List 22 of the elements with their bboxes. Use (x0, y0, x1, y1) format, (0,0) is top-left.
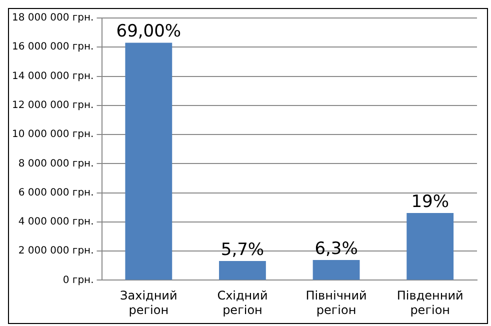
y-tick-label: 8 000 000 грн. (18, 158, 94, 170)
annotation: 5,7% (220, 240, 264, 260)
bar (312, 260, 360, 280)
y-tick-label: 0 грн. (62, 274, 94, 286)
bar (406, 213, 454, 280)
bar (219, 260, 266, 280)
x-tick-label: Східний регіон (217, 288, 268, 317)
y-tick-label: 2 000 000 грн. (18, 246, 94, 257)
annotation: 69,00% (116, 22, 182, 42)
annotation: 6,3% (314, 238, 358, 259)
y-tick-label: 12 000 000 грн. (12, 100, 94, 111)
y-tick-label: 14 000 000 грн. (12, 70, 94, 82)
annotation: 19% (411, 192, 449, 212)
x-tick-label: Північний регіон (306, 288, 367, 317)
y-tick-label: 18 000 000 грн. (12, 12, 94, 24)
bar (125, 42, 172, 280)
y-tick-label: 6 000 000 грн. (18, 187, 94, 198)
y-tick-label: 10 000 000 грн. (12, 129, 94, 140)
y-tick-label: 4 000 000 грн. (18, 216, 94, 228)
x-tick-label: Західний регіон (120, 288, 178, 317)
y-tick-label: 16 000 000 грн. (12, 42, 94, 53)
x-tick-label: Південний регіон (396, 288, 464, 317)
